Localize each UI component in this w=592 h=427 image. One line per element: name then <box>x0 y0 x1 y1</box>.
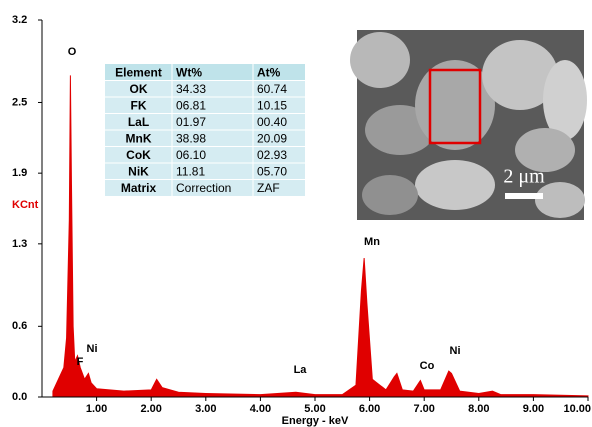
x-tick-label: 5.00 <box>304 403 325 415</box>
peak-label: Co <box>420 360 435 372</box>
table-cell: LaL <box>128 115 149 129</box>
table-header: Wt% <box>176 65 202 79</box>
x-tick-label: 8.00 <box>468 403 489 415</box>
page: {"chart_data": { "type": "area", "color"… <box>0 0 592 427</box>
table-cell: 38.98 <box>176 131 206 145</box>
x-tick-label: 2.00 <box>140 403 161 415</box>
table-cell: FK <box>131 98 147 112</box>
x-tick-label: 4.00 <box>250 403 271 415</box>
x-tick-label: 9.00 <box>523 403 544 415</box>
table-cell: 11.81 <box>176 164 205 178</box>
scale-bar-label: 2 μm <box>503 166 545 188</box>
table-cell: CoK <box>126 148 151 162</box>
peak-label: O <box>68 46 77 58</box>
x-tick-label: 10.00 <box>563 403 591 415</box>
chart: 2 μm KCnt Energy - keV 0.0 0.6 1.3 1.9 2.5 3.… <box>0 0 592 427</box>
table-cell: Matrix <box>121 181 157 195</box>
x-axis-label: Energy - keV <box>282 415 349 427</box>
y-tick-label: 0.0 <box>12 391 27 403</box>
table-cell: Correction <box>176 181 231 195</box>
peak-label: F <box>77 356 84 368</box>
y-tick-label: 0.6 <box>12 320 27 332</box>
table-cell: 06.81 <box>176 98 206 112</box>
table-cell: OK <box>130 82 148 96</box>
x-tick-label: 6.00 <box>359 403 380 415</box>
y-axis-label: KCnt <box>12 199 39 211</box>
peak-label: Ni <box>87 343 98 355</box>
y-tick-label: 3.2 <box>12 14 27 26</box>
table-cell: 01.97 <box>176 115 206 129</box>
table-cell: 06.10 <box>176 148 206 162</box>
table-cell: 02.93 <box>257 148 287 162</box>
table-cell: 10.15 <box>257 98 287 112</box>
table-cell: NiK <box>128 164 149 178</box>
peak-label: Mn <box>364 236 380 248</box>
peak-label: La <box>294 364 308 376</box>
x-tick-label: 3.00 <box>195 403 216 415</box>
table-header: Element <box>115 65 162 79</box>
peak-label: Ni <box>450 345 461 357</box>
table-cell: MnK <box>126 131 152 145</box>
y-tick-label: 2.5 <box>12 96 27 108</box>
table-cell: 60.74 <box>257 82 287 96</box>
x-tick-label: 7.00 <box>413 403 434 415</box>
table-header: At% <box>257 65 281 79</box>
y-tick-label: 1.3 <box>12 238 27 250</box>
table-cell: 00.40 <box>257 115 287 129</box>
table-cell: 05.70 <box>257 164 287 178</box>
y-tick-label: 1.9 <box>12 167 27 179</box>
table-cell: 34.33 <box>176 82 206 96</box>
sem-image: 2 μm <box>350 30 587 220</box>
table-cell: 20.09 <box>257 131 287 145</box>
table-cell: ZAF <box>257 181 280 195</box>
x-tick-label: 1.00 <box>86 403 107 415</box>
element-table: Element Wt% At% OK 34.33 60.74 FK 06.81 10.15 LaL… <box>105 64 305 196</box>
